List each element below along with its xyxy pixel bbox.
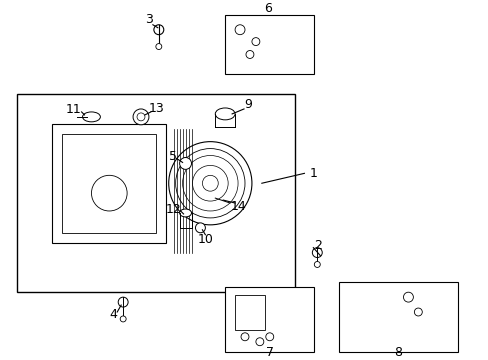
Circle shape bbox=[118, 297, 128, 307]
Text: 13: 13 bbox=[149, 103, 164, 116]
Circle shape bbox=[314, 261, 320, 267]
Circle shape bbox=[137, 113, 144, 121]
Circle shape bbox=[265, 333, 273, 341]
Bar bbox=[52, 124, 165, 243]
Text: 4: 4 bbox=[109, 309, 117, 321]
Text: 7: 7 bbox=[265, 346, 273, 359]
Circle shape bbox=[175, 149, 244, 218]
Circle shape bbox=[91, 175, 127, 211]
Circle shape bbox=[245, 50, 253, 58]
Bar bbox=[338, 282, 457, 352]
Circle shape bbox=[192, 165, 228, 201]
PathPatch shape bbox=[45, 112, 238, 269]
Text: 11: 11 bbox=[65, 103, 81, 116]
Ellipse shape bbox=[215, 108, 235, 120]
Circle shape bbox=[154, 25, 163, 35]
Circle shape bbox=[195, 223, 205, 233]
Circle shape bbox=[235, 25, 244, 35]
Text: 8: 8 bbox=[394, 346, 402, 359]
Circle shape bbox=[120, 316, 126, 322]
Text: 12: 12 bbox=[165, 203, 181, 216]
Circle shape bbox=[413, 308, 422, 316]
Circle shape bbox=[403, 292, 412, 302]
Bar bbox=[61, 134, 156, 233]
Circle shape bbox=[182, 156, 238, 211]
Circle shape bbox=[255, 338, 263, 346]
Text: 10: 10 bbox=[197, 233, 213, 246]
Text: 1: 1 bbox=[309, 167, 317, 180]
Text: 2: 2 bbox=[314, 239, 322, 252]
Circle shape bbox=[168, 141, 251, 225]
Bar bbox=[225, 15, 314, 74]
Ellipse shape bbox=[82, 112, 100, 122]
Circle shape bbox=[202, 175, 218, 191]
Text: 5: 5 bbox=[168, 150, 176, 163]
Circle shape bbox=[156, 44, 162, 50]
PathPatch shape bbox=[30, 104, 264, 287]
Bar bbox=[17, 94, 294, 292]
Bar bbox=[225, 287, 314, 352]
Text: 9: 9 bbox=[244, 99, 251, 112]
Circle shape bbox=[133, 109, 149, 125]
Circle shape bbox=[241, 333, 248, 341]
Text: 6: 6 bbox=[264, 3, 271, 15]
Circle shape bbox=[251, 38, 259, 46]
Circle shape bbox=[179, 157, 191, 169]
Text: 14: 14 bbox=[230, 199, 245, 212]
Circle shape bbox=[312, 248, 322, 257]
Bar bbox=[235, 295, 264, 330]
Ellipse shape bbox=[179, 209, 191, 217]
PathPatch shape bbox=[274, 20, 294, 50]
Text: 3: 3 bbox=[144, 13, 153, 26]
